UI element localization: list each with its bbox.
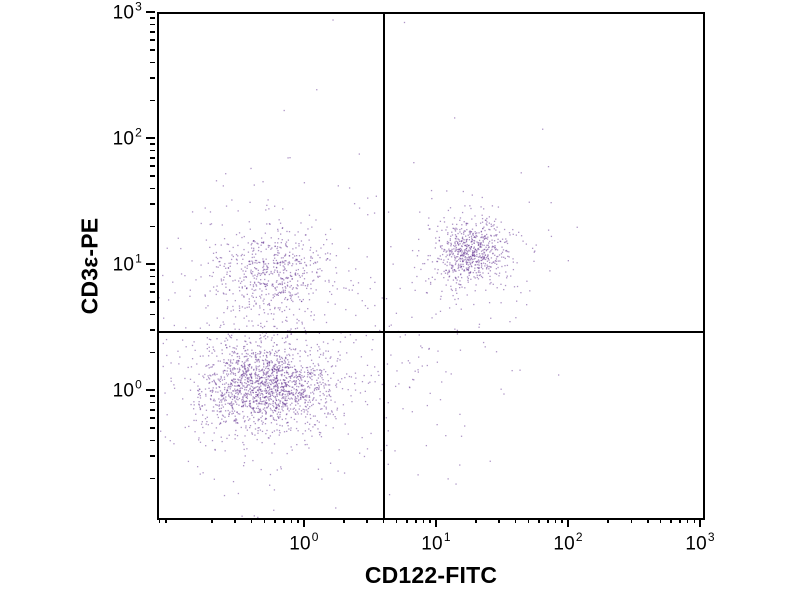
- y-major-tick: [146, 389, 155, 391]
- y-major-tick: [146, 263, 155, 265]
- y-minor-tick: [150, 313, 155, 316]
- plot-area: [157, 12, 705, 520]
- y-tick-label-exponent: 1: [135, 251, 142, 266]
- quadrant-gate-horizontal-line: [159, 330, 703, 333]
- y-tick-label: 102: [112, 125, 142, 150]
- x-tick-label: 103: [685, 530, 715, 555]
- y-minor-tick: [150, 31, 155, 33]
- x-axis-title: CD122-FITC: [364, 562, 498, 588]
- y-minor-tick: [150, 269, 155, 271]
- y-tick-label-exponent: 3: [135, 0, 142, 14]
- y-minor-tick: [150, 351, 155, 354]
- y-tick-label: 103: [112, 0, 142, 24]
- y-minor-tick: [150, 301, 155, 303]
- x-tick-label: 101: [421, 530, 451, 555]
- y-minor-tick: [150, 187, 155, 190]
- y-major-tick: [146, 11, 155, 13]
- y-minor-tick: [150, 23, 155, 26]
- y-minor-tick: [150, 439, 155, 442]
- y-tick-label-exponent: 2: [135, 125, 142, 140]
- x-tick-label-exponent: 0: [311, 530, 319, 544]
- y-minor-tick: [150, 49, 155, 51]
- y-minor-tick: [150, 291, 155, 293]
- y-minor-tick: [150, 275, 155, 278]
- y-minor-tick: [150, 157, 155, 159]
- y-minor-tick: [150, 165, 155, 167]
- y-minor-tick: [150, 395, 155, 397]
- y-minor-tick: [150, 417, 155, 419]
- y-minor-tick: [150, 17, 155, 19]
- y-tick-label: 100: [112, 377, 142, 402]
- scatter-canvas: [159, 14, 703, 518]
- y-minor-tick: [150, 455, 155, 457]
- y-minor-tick: [150, 149, 155, 152]
- x-tick-label-exponent: 3: [707, 530, 715, 544]
- y-minor-tick: [150, 175, 155, 177]
- x-tick-label-exponent: 1: [443, 530, 451, 544]
- y-axis-title: CD3ε-PE: [76, 217, 103, 315]
- y-minor-tick: [150, 401, 155, 404]
- y-minor-tick: [150, 409, 155, 411]
- x-tick-label: 100: [289, 530, 319, 555]
- y-minor-tick: [150, 39, 155, 41]
- x-tick-label: 102: [553, 530, 583, 555]
- y-tick-label-exponent: 0: [135, 377, 142, 392]
- y-minor-tick: [150, 61, 155, 64]
- y-minor-tick: [150, 329, 155, 331]
- y-minor-tick: [150, 99, 155, 102]
- y-minor-tick: [150, 477, 155, 480]
- y-minor-tick: [150, 203, 155, 205]
- x-tick-label-exponent: 2: [575, 530, 583, 544]
- y-minor-tick: [150, 427, 155, 429]
- y-minor-tick: [150, 143, 155, 145]
- y-minor-tick: [150, 77, 155, 79]
- quadrant-gate-vertical-line: [383, 14, 385, 518]
- y-major-tick: [146, 137, 155, 139]
- y-minor-tick: [150, 283, 155, 285]
- y-minor-tick: [150, 225, 155, 228]
- y-tick-label: 101: [112, 251, 142, 276]
